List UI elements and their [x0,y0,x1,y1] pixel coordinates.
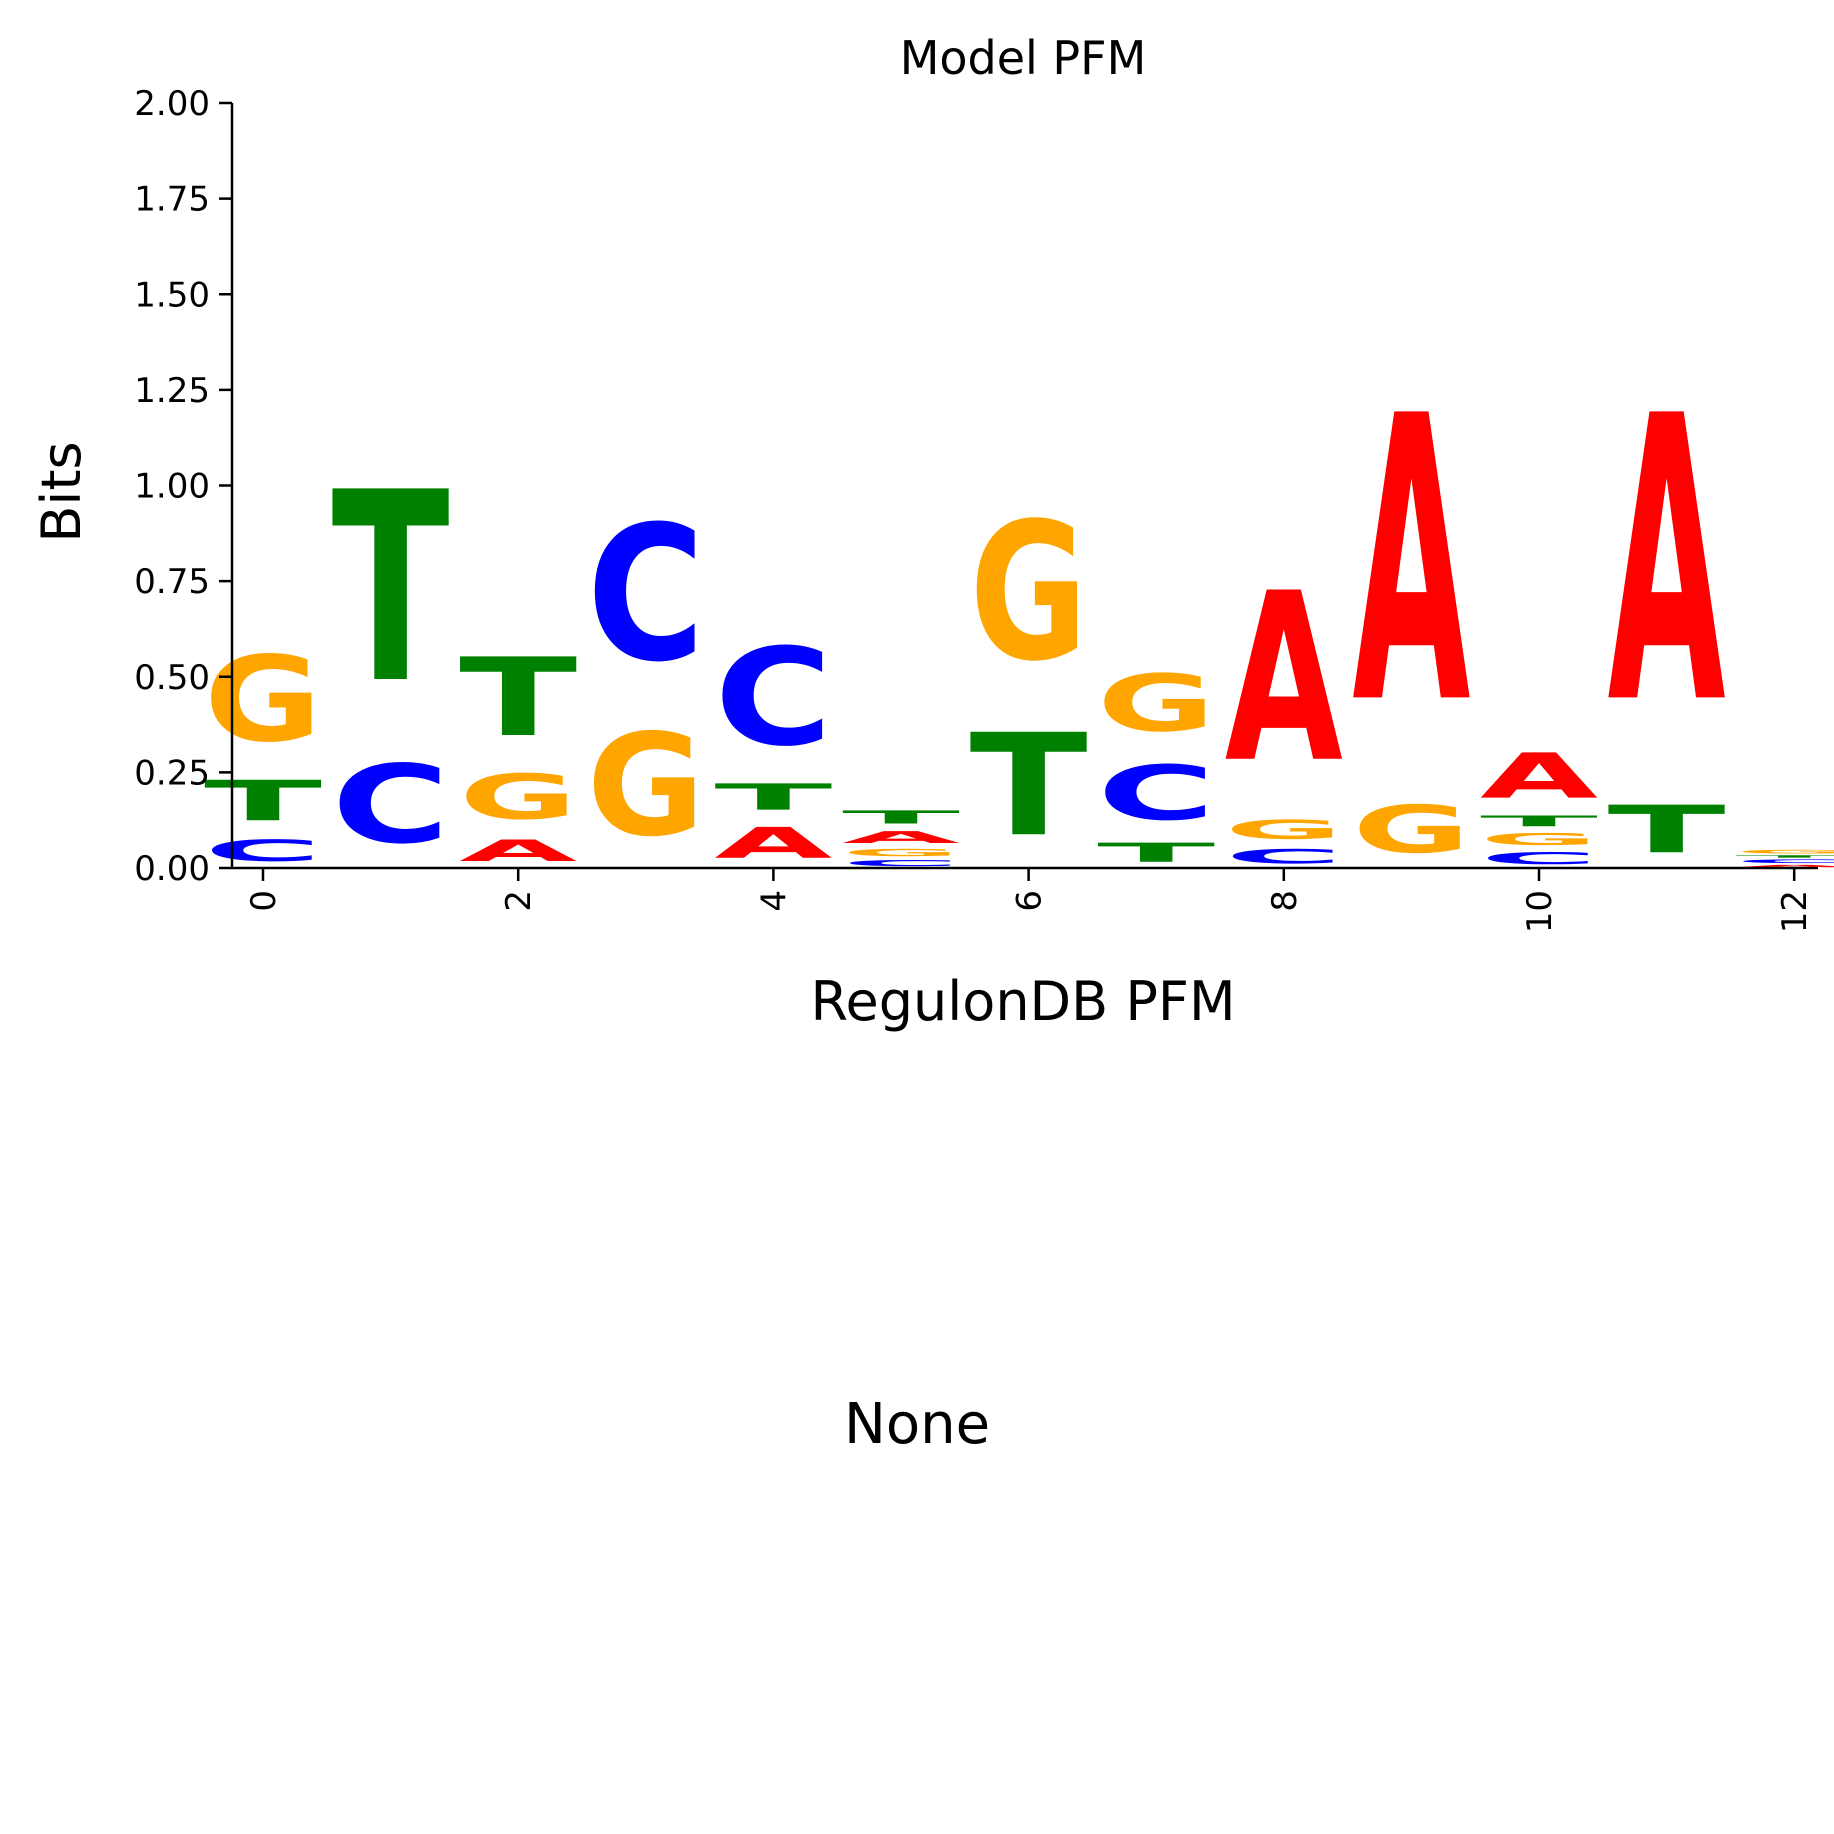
x-tick-label: 6 [1010,890,1050,912]
empty-panel-label: None [843,1392,991,1457]
logo-letter-a: A [1225,545,1343,815]
logo-letter-a: A [459,834,577,868]
logo-letter-a: A [714,819,833,868]
logo-letter-c: C [1225,845,1343,868]
x-axis-label: RegulonDB PFM [810,970,1235,1033]
y-tick-label: 0.25 [134,753,210,793]
logo-letter-g: G [1097,659,1215,750]
y-axis-label: Bits [30,441,93,542]
y-tick-label: 1.75 [134,180,210,220]
logo-letter-t: T [1480,813,1598,830]
logo-letter-t: T [970,705,1088,868]
logo-letter-t: T [1608,792,1726,868]
y-tick-label: 1.50 [134,275,210,315]
logo-letter-c: C [1480,849,1598,868]
logo-letter-c: C [587,486,705,703]
x-tick-label: 12 [1775,890,1815,933]
logo-letter-c: C [714,620,832,776]
x-tick-label: 0 [244,890,284,912]
x-tick-label: 4 [754,890,794,912]
logo-letter-g: G [1225,815,1343,845]
y-tick-label: 1.25 [134,371,210,411]
logo-letter-t: T [1735,855,1834,859]
logo-letter-a: A [842,828,960,847]
axes: 0.00 0.25 0.50 0.75 1.00 1.25 1.50 1.75 2.00 0 2 4 6… [134,84,1818,933]
logo-letter-t: T [204,769,322,833]
logo-letter-c: C [204,834,322,868]
logo-letter-c: C [842,858,960,868]
logo-letter-g: G [1480,830,1598,849]
y-tick-label: 2.00 [134,84,210,124]
logo-letter-g: G [204,631,322,768]
logo-letter-g: G [970,482,1088,703]
logo-letter-a: A [1480,741,1598,813]
logo-letter-g: G [587,704,705,868]
logo-letter-g: G [842,847,960,858]
logo-letter-t: T [459,635,577,761]
x-tick-label: 8 [1265,890,1305,912]
logo-letters: CTGCTAGTGCATCCGATTGTCGCGAGACGTATAACTGCTA… [204,335,1834,868]
y-tick-label: 1.00 [134,467,210,507]
y-tick-label: 0.50 [134,658,210,698]
logo-letter-g: G [1352,792,1470,868]
logo-letter-g: G [1735,849,1834,855]
x-tick-label: 10 [1520,890,1560,933]
logo-letter-c: C [1097,750,1215,837]
x-tick-label: 2 [499,890,539,912]
logo-letter-a: A [1352,335,1471,791]
logo-letter-t: T [332,437,450,741]
logo-letter-t: T [842,807,960,828]
logo-letter-t: T [714,777,832,819]
y-tick-label: 0.00 [134,849,210,889]
logo-letter-t: T [1097,838,1215,868]
logo-letter-c: C [1735,858,1834,864]
logo-letter-g: G [459,761,577,833]
logo-letter-c: C [332,743,450,868]
logo-letter-a: A [1735,864,1834,868]
logo-letter-a: A [1608,335,1727,791]
y-tick-label: 0.75 [134,562,210,602]
chart-title: Model PFM [900,31,1147,85]
